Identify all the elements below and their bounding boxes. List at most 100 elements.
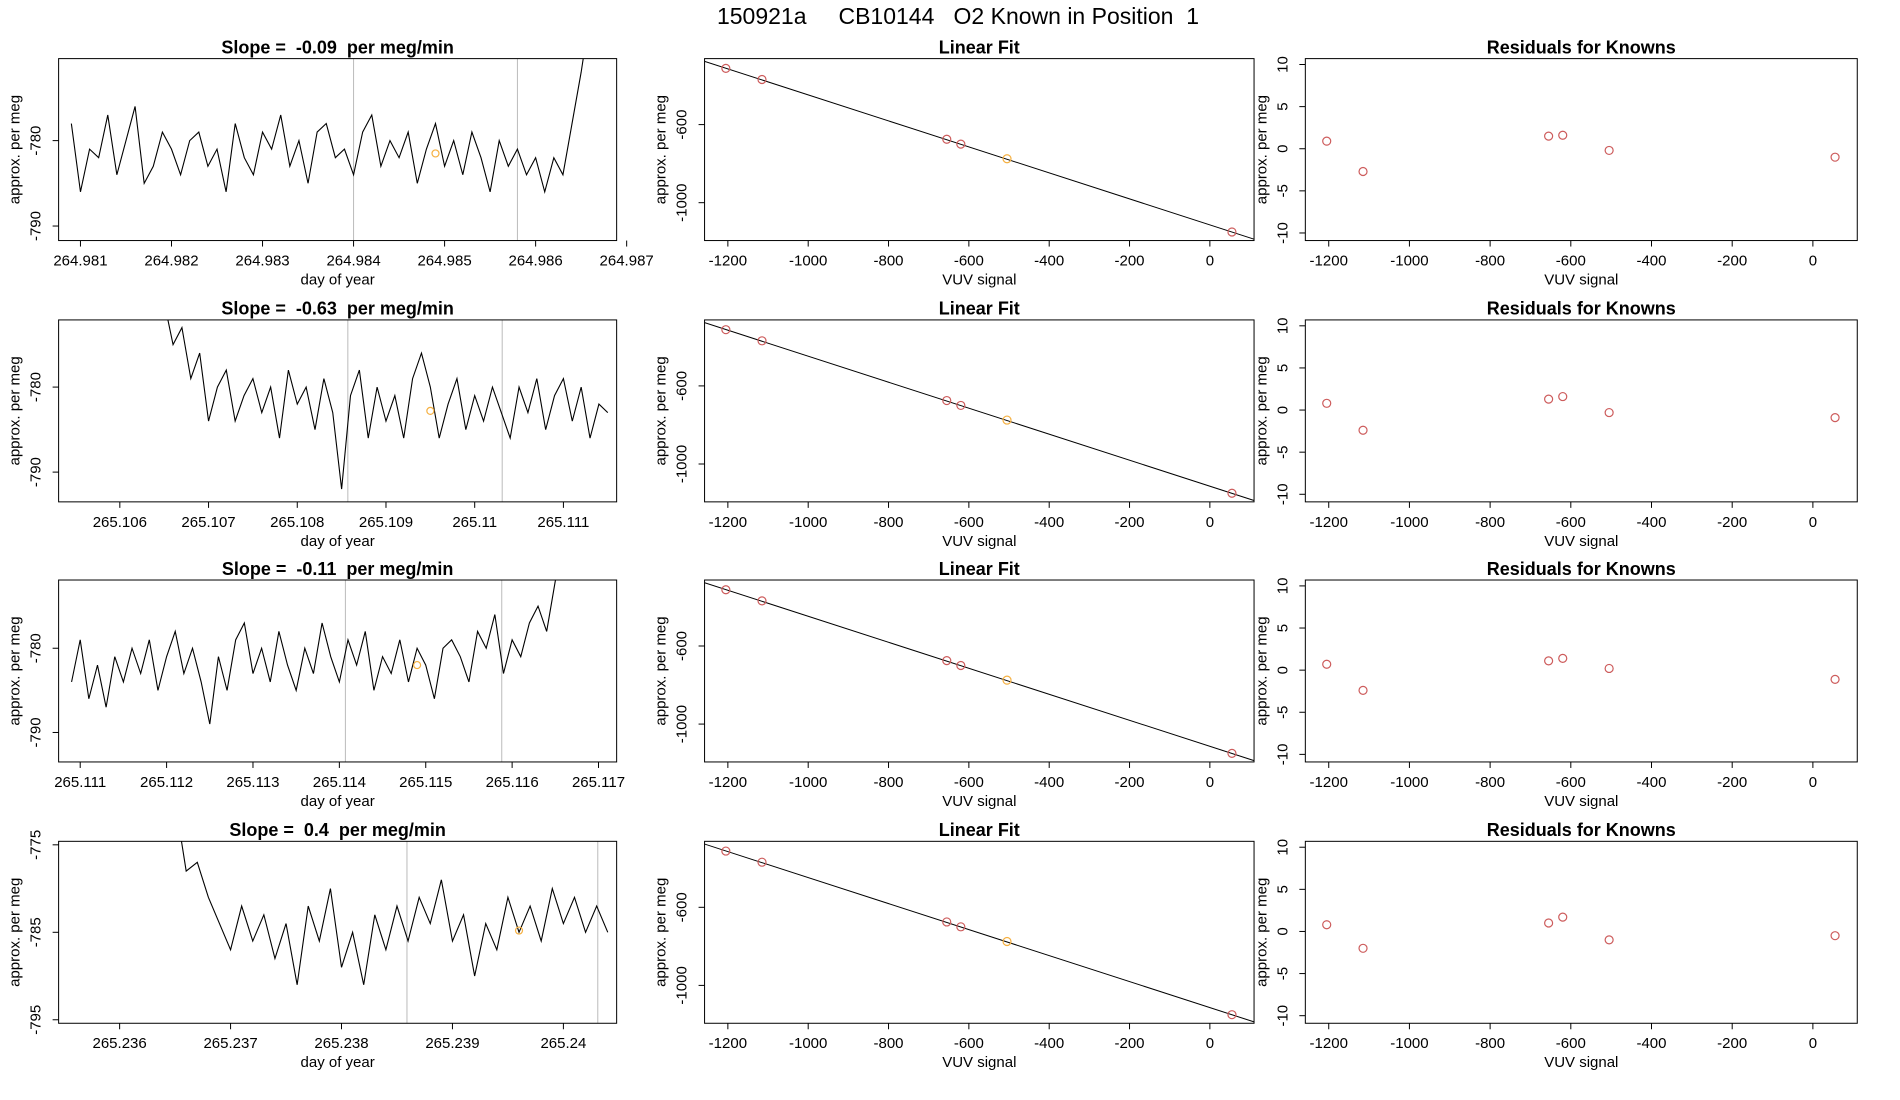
series-line <box>70 58 584 195</box>
y-tick-label: 0 <box>1274 927 1291 935</box>
y-tick-label: -1000 <box>674 705 691 743</box>
plot-frame <box>704 579 1255 763</box>
y-tick-label: -780 <box>28 372 45 402</box>
y-tick-label: -780 <box>28 126 45 156</box>
x-tick-label: -1200 <box>709 1035 747 1052</box>
panel-title: Linear Fit <box>939 37 1020 57</box>
panel-title: Slope = -0.09 per meg/min <box>221 37 454 57</box>
point <box>1544 656 1554 666</box>
x-tick-label: 265.237 <box>203 1035 257 1052</box>
x-tick-label: 265.111 <box>54 774 106 791</box>
point <box>1604 407 1614 418</box>
x-tick-label: -800 <box>874 1035 904 1052</box>
x-tick-label: 0 <box>1809 774 1817 791</box>
point <box>1830 674 1840 685</box>
point <box>721 846 731 856</box>
x-axis-label: day of year <box>301 793 375 810</box>
point <box>757 857 767 867</box>
x-tick-label: 264.984 <box>326 253 380 270</box>
fit-line <box>704 843 1255 1023</box>
x-axis-label: VUV signal <box>942 1054 1016 1071</box>
plot-area <box>180 841 609 1024</box>
y-tick-label: -780 <box>28 633 45 663</box>
point <box>1322 398 1332 408</box>
x-tick-label: -1000 <box>789 774 827 791</box>
point <box>1544 131 1554 141</box>
x-tick-label: -1200 <box>1310 514 1348 531</box>
point <box>757 596 767 606</box>
y-axis-label: approx. per meg <box>7 95 24 204</box>
plot-area <box>1322 391 1840 435</box>
x-tick-label: 265.107 <box>181 514 235 531</box>
y-tick-label: -10 <box>1274 483 1291 505</box>
x-tick-label: 265.117 <box>572 774 625 791</box>
x-tick-label: 0 <box>1206 514 1214 531</box>
point <box>1830 413 1840 423</box>
y-tick-label: -5 <box>1274 445 1291 458</box>
y-tick-label: -5 <box>1274 967 1291 980</box>
x-tick-label: -400 <box>1636 514 1666 531</box>
x-tick-label: -800 <box>1475 774 1505 791</box>
x-tick-label: 265.115 <box>399 774 452 791</box>
x-tick-label: 264.983 <box>235 253 289 270</box>
x-tick-label: -400 <box>1034 253 1064 270</box>
panel-title: Slope = -0.11 per meg/min <box>222 559 454 579</box>
plot-frame <box>704 58 1255 242</box>
point <box>721 63 731 73</box>
fit-line <box>704 582 1255 762</box>
x-tick-label: -200 <box>1717 774 1747 791</box>
x-tick-label: 265.112 <box>140 774 193 791</box>
y-tick-label: -1000 <box>674 445 691 483</box>
y-axis-label: approx. per meg <box>1253 95 1270 204</box>
x-tick-label: -600 <box>954 774 984 791</box>
point <box>1358 943 1368 953</box>
plot-frame <box>58 579 618 763</box>
x-axis-label: VUV signal <box>1544 793 1618 810</box>
x-tick-label: 264.985 <box>417 253 471 270</box>
y-tick-label: -795 <box>28 1005 45 1035</box>
point <box>1604 663 1614 674</box>
x-tick-label: -800 <box>874 514 904 531</box>
x-tick-label: -600 <box>1556 253 1586 270</box>
y-axis-label: approx. per meg <box>653 878 670 987</box>
x-tick-label: 264.982 <box>144 253 198 270</box>
y-tick-label: -600 <box>674 892 691 922</box>
point <box>1558 912 1568 922</box>
x-tick-label: 265.24 <box>540 1035 586 1052</box>
x-tick-label: 265.108 <box>270 514 324 531</box>
panel: Linear Fit -1200 -1000 -800 -600 -400 -200 0 -10… <box>653 299 1255 550</box>
x-tick-label: 0 <box>1206 253 1214 270</box>
x-tick-label: -200 <box>1115 1035 1145 1052</box>
panel-title: Linear Fit <box>939 559 1020 579</box>
x-tick-label: 0 <box>1206 774 1214 791</box>
panel: Residuals for Knowns-1200 -1000 -800 -600 -4… <box>1253 820 1858 1071</box>
y-tick-label: -10 <box>1274 222 1291 244</box>
point <box>1558 653 1568 663</box>
plot-frame <box>1304 319 1858 503</box>
plot-frame <box>704 840 1255 1024</box>
y-tick-label: 5 <box>1274 885 1291 893</box>
point <box>956 660 966 671</box>
x-axis-label: day of year <box>301 1054 375 1071</box>
plot-area <box>70 58 584 241</box>
plot-frame <box>704 319 1255 503</box>
x-tick-label: -400 <box>1636 253 1666 270</box>
x-tick-label: -1200 <box>1310 1035 1348 1052</box>
y-tick-label: 10 <box>1274 317 1291 334</box>
x-tick-label: -400 <box>1034 1035 1064 1052</box>
point <box>1544 394 1554 404</box>
plot-area <box>1322 130 1840 177</box>
x-axis-label: day of year <box>301 272 375 289</box>
x-tick-label: -400 <box>1034 774 1064 791</box>
plot-frame <box>58 319 618 503</box>
point <box>956 139 966 149</box>
x-tick-label: 0 <box>1809 1035 1817 1052</box>
x-tick-label: -600 <box>1556 514 1586 531</box>
point <box>1002 936 1012 947</box>
x-tick-label: 264.986 <box>509 253 563 270</box>
x-tick-label: -600 <box>954 514 984 531</box>
x-tick-label: -200 <box>1115 514 1145 531</box>
series-line <box>167 319 609 490</box>
x-tick-label: 0 <box>1809 514 1817 531</box>
y-tick-label: 0 <box>1274 666 1291 674</box>
